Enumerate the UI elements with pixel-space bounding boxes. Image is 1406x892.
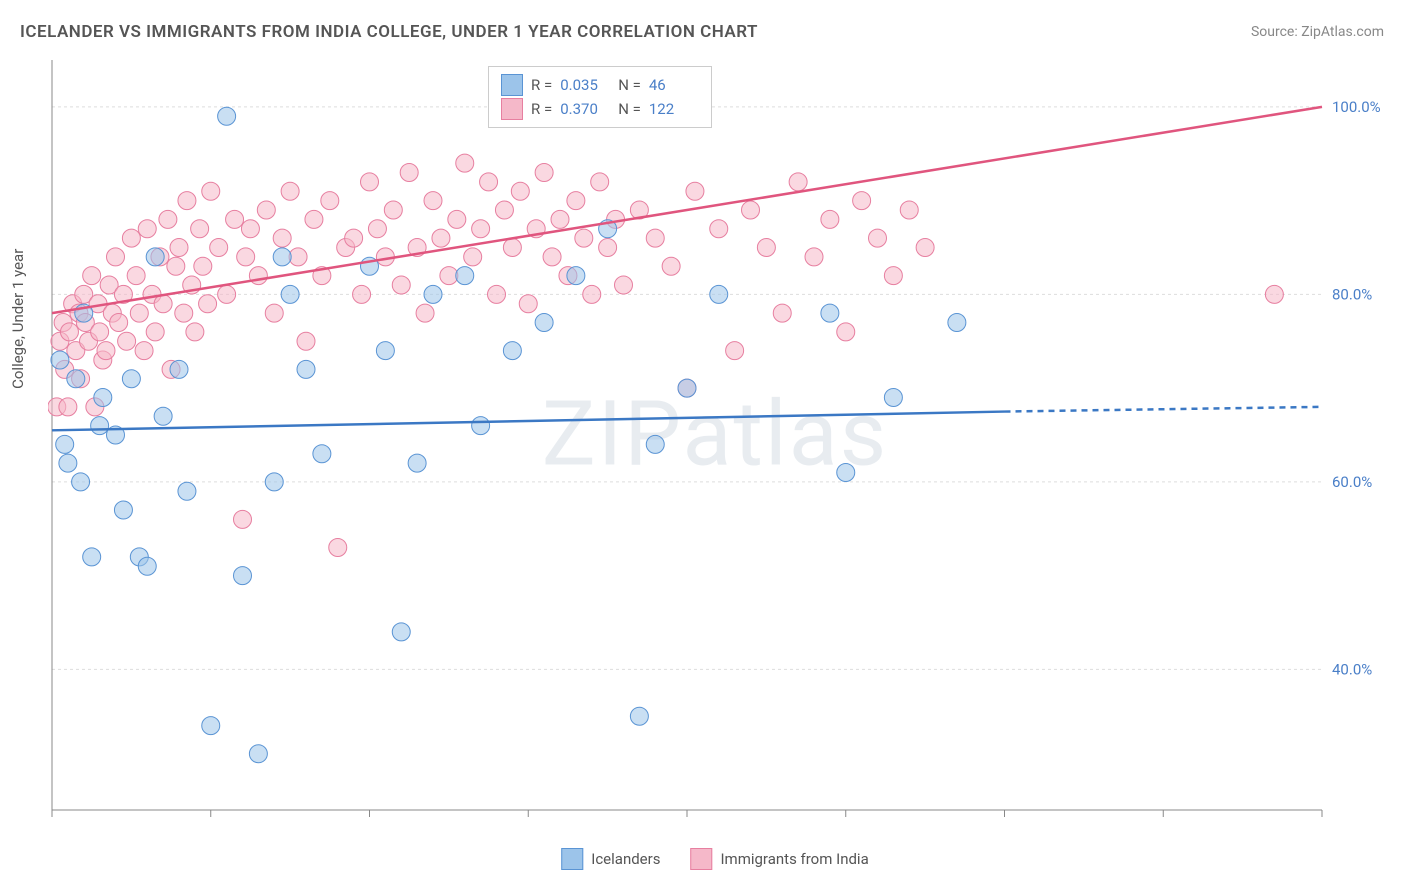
n-label: N = (618, 73, 641, 97)
svg-text:100.0%: 100.0% (1332, 98, 1381, 116)
legend-swatch-icon (561, 848, 583, 870)
legend-row-1: R = 0.035 N = 46 (501, 73, 699, 97)
scatter-plot: 40.0%60.0%80.0%100.0%0.0%80.0% (48, 60, 1382, 840)
legend-label: Immigrants from India (720, 850, 868, 868)
legend-swatch-blue (501, 74, 523, 96)
n-label: N = (618, 97, 641, 121)
legend-swatch-icon (690, 848, 712, 870)
chart-title: ICELANDER VS IMMIGRANTS FROM INDIA COLLE… (20, 22, 758, 42)
legend-row-2: R = 0.370 N = 122 (501, 97, 699, 121)
legend-item: Immigrants from India (690, 848, 868, 870)
chart-container: ZIPatlas College, Under 1 year 40.0%60.0… (48, 60, 1382, 840)
r-label: R = (531, 73, 552, 97)
n-value-1: 46 (649, 73, 699, 97)
svg-text:40.0%: 40.0% (1332, 660, 1372, 678)
r-label: R = (531, 97, 552, 121)
legend-label: Icelanders (591, 850, 660, 868)
n-value-2: 122 (649, 97, 699, 121)
svg-text:60.0%: 60.0% (1332, 473, 1372, 491)
legend-swatch-pink (501, 98, 523, 120)
r-value-2: 0.370 (560, 97, 610, 121)
svg-text:80.0%: 80.0% (1332, 285, 1372, 303)
source-label: Source: ZipAtlas.com (1251, 24, 1384, 40)
correlation-legend: R = 0.035 N = 46 R = 0.370 N = 122 (488, 66, 712, 128)
y-axis-label: College, Under 1 year (9, 249, 27, 389)
series-legend: Icelanders Immigrants from India (561, 848, 869, 870)
legend-item: Icelanders (561, 848, 660, 870)
r-value-1: 0.035 (560, 73, 610, 97)
